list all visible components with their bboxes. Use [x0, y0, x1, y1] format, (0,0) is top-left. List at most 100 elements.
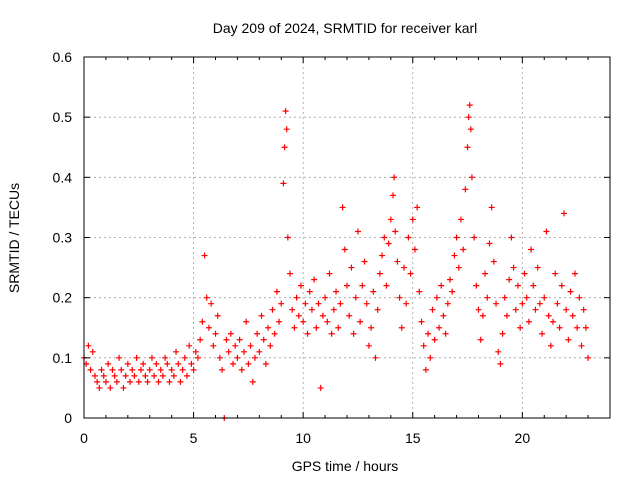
data-point — [490, 258, 497, 265]
data-point — [124, 360, 131, 367]
data-point — [379, 252, 386, 259]
data-point — [390, 192, 397, 199]
data-point — [433, 294, 440, 301]
data-point — [521, 270, 528, 277]
data-point — [326, 270, 333, 277]
data-point — [348, 264, 355, 271]
data-point — [558, 282, 565, 289]
data-point — [283, 126, 290, 133]
data-point — [328, 330, 335, 337]
data-point — [247, 342, 254, 349]
data-point — [457, 216, 464, 223]
data-point — [267, 342, 274, 349]
x-tick-label: 5 — [190, 430, 198, 446]
data-point — [304, 330, 311, 337]
data-point — [536, 300, 543, 307]
data-point — [168, 366, 175, 373]
data-point — [407, 270, 414, 277]
data-point — [422, 366, 429, 373]
data-point — [444, 300, 451, 307]
data-point — [517, 324, 524, 331]
data-point — [368, 324, 375, 331]
data-point — [541, 294, 548, 301]
data-point — [127, 378, 134, 385]
data-point — [311, 276, 318, 283]
data-point — [344, 282, 350, 289]
data-point — [122, 372, 129, 379]
data-point — [100, 372, 107, 379]
data-point — [306, 288, 313, 295]
data-point — [262, 360, 269, 367]
data-point — [192, 348, 199, 355]
data-point — [111, 372, 118, 379]
data-point — [175, 360, 182, 367]
data-point — [179, 366, 186, 373]
y-tick-label: 0 — [64, 410, 72, 426]
data-point — [429, 306, 436, 313]
data-point — [225, 348, 232, 355]
data-point — [442, 330, 449, 337]
data-point — [251, 354, 258, 361]
data-point — [436, 324, 443, 331]
data-point — [164, 360, 171, 367]
data-point — [297, 282, 304, 289]
data-point — [109, 366, 116, 373]
data-point — [440, 312, 447, 319]
data-point — [569, 312, 576, 319]
data-point — [514, 282, 521, 289]
data-point — [146, 366, 153, 373]
data-point — [308, 306, 315, 313]
data-point — [330, 306, 337, 313]
data-point — [276, 318, 283, 325]
data-point — [451, 252, 458, 259]
data-point — [506, 276, 513, 283]
data-point — [479, 312, 486, 319]
data-point — [372, 354, 379, 361]
data-point — [240, 348, 247, 355]
data-point — [576, 294, 583, 301]
data-point — [197, 336, 204, 343]
data-point — [135, 378, 142, 385]
data-point — [550, 318, 557, 325]
data-point — [129, 366, 136, 373]
data-point — [400, 264, 407, 271]
data-point — [359, 282, 366, 289]
x-tick-label: 15 — [405, 430, 421, 446]
data-point — [468, 174, 475, 181]
data-point — [223, 336, 230, 343]
data-point — [403, 300, 410, 307]
data-point — [565, 336, 572, 343]
data-point — [144, 378, 151, 385]
data-point — [151, 372, 158, 379]
data-point — [205, 324, 212, 331]
data-point — [585, 354, 592, 361]
y-tick-label: 0.5 — [53, 109, 73, 125]
data-point — [539, 330, 546, 337]
data-point — [153, 360, 160, 367]
data-point — [256, 348, 263, 355]
data-point — [214, 312, 221, 319]
data-point — [186, 342, 193, 349]
data-point — [453, 234, 460, 241]
data-point — [287, 270, 294, 277]
data-point — [503, 312, 510, 319]
data-point — [374, 306, 381, 313]
data-point — [580, 306, 587, 313]
data-point — [89, 348, 96, 355]
data-point — [184, 372, 191, 379]
data-point — [181, 354, 188, 361]
data-point — [414, 204, 421, 211]
data-point — [133, 354, 140, 361]
data-point — [582, 324, 589, 331]
data-point — [142, 372, 149, 379]
data-point — [271, 330, 278, 337]
data-point — [341, 246, 348, 253]
data-point — [194, 354, 201, 361]
data-point — [203, 294, 210, 301]
data-point — [554, 300, 561, 307]
x-tick-label: 0 — [80, 430, 88, 446]
data-point — [471, 234, 478, 241]
data-point — [98, 366, 105, 373]
data-point — [567, 288, 574, 295]
data-point — [118, 366, 125, 373]
